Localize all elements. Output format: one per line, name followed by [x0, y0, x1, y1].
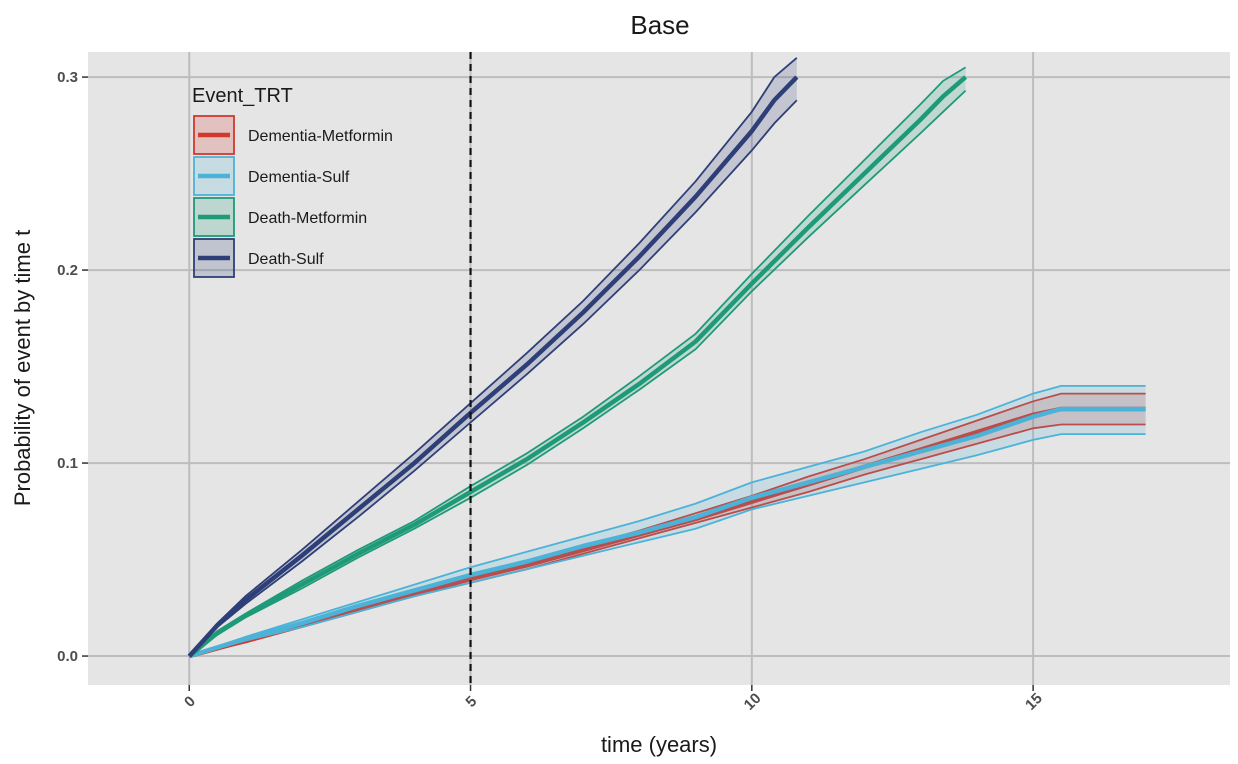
legend-item-death-metformin: Death-Metformin — [193, 197, 367, 237]
chart-title: Base — [630, 10, 689, 40]
y-axis-ticks: 0.0 0.1 0.2 0.3 — [57, 69, 88, 665]
y-axis-title: Probability of event by time t — [10, 230, 35, 506]
ci-upper-dementia-sulf — [189, 385, 1146, 657]
series-death-sulf — [187, 57, 799, 658]
y-tick-label: 0.1 — [57, 455, 78, 472]
legend-label: Dementia-Sulf — [248, 169, 350, 186]
series-death-metformin — [187, 66, 968, 658]
x-tick-label: 10 — [741, 690, 765, 714]
x-tick-label: 15 — [1022, 690, 1046, 714]
legend-label: Dementia-Metformin — [248, 128, 393, 145]
ci-upper-death-sulf — [188, 57, 798, 657]
y-tick-label: 0.0 — [57, 648, 78, 665]
ci-lower-death-metformin — [188, 89, 967, 657]
line-death-metformin — [187, 75, 968, 658]
line-dementia-sulf — [188, 406, 1146, 659]
legend-label: Death-Metformin — [248, 210, 367, 227]
line-death-sulf — [187, 75, 799, 658]
x-axis-ticks: 0 5 10 15 — [181, 685, 1046, 714]
legend-title: Event_TRT — [192, 85, 293, 107]
legend-items: Dementia-Metformin Dementia-Sulf Death-Met… — [193, 115, 393, 278]
y-tick-label: 0.2 — [57, 262, 78, 279]
x-axis-title: time (years) — [601, 732, 717, 757]
legend: Event_TRT Dementia-Metformin Dementia-Sul… — [192, 85, 393, 278]
legend-item-dementia-sulf: Dementia-Sulf — [193, 156, 350, 196]
ci-lower-death-sulf — [188, 99, 798, 657]
x-tick-label: 0 — [181, 693, 199, 711]
legend-item-death-sulf: Death-Sulf — [193, 238, 324, 278]
series-layer — [187, 57, 1146, 659]
x-tick-label: 5 — [462, 693, 480, 711]
ci-upper-death-metformin — [188, 66, 967, 657]
legend-label: Death-Sulf — [248, 251, 324, 268]
legend-item-dementia-metformin: Dementia-Metformin — [193, 115, 393, 155]
ci-lower-dementia-sulf — [189, 433, 1146, 657]
series-dementia-sulf — [188, 385, 1146, 659]
y-tick-label: 0.3 — [57, 69, 78, 86]
